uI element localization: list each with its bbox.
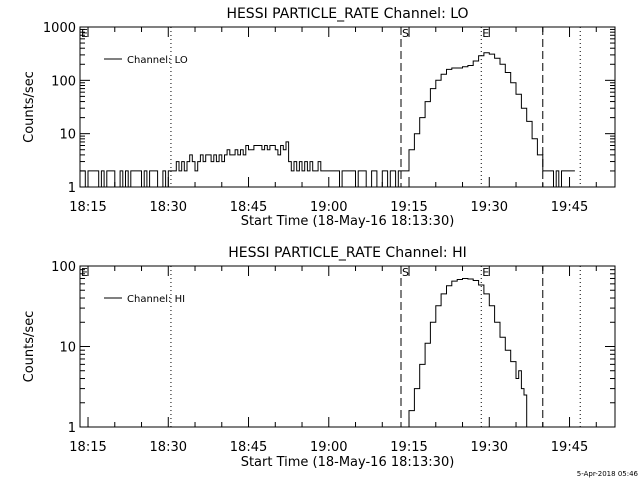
y-tick-label: 100 — [51, 74, 76, 89]
y-axis-label: Counts/sec — [22, 311, 37, 383]
x-tick-label: 19:15 — [390, 200, 427, 215]
x-tick-label: 18:30 — [150, 440, 187, 455]
x-tick-label: 19:45 — [551, 200, 588, 215]
legend-label: Channel: LO — [127, 55, 188, 66]
event-marker-label: E — [482, 266, 489, 279]
event-marker-label: S — [402, 266, 409, 279]
series-line — [403, 278, 528, 428]
y-tick-label: 1 — [68, 181, 76, 196]
legend-label: Channel: HI — [127, 294, 185, 305]
event-marker-label: E — [81, 27, 88, 40]
lo-channel-panel: HESSI PARTICLE_RATE Channel: LO 1 10 100 100… — [22, 6, 616, 229]
x-tick-label: 18:30 — [150, 200, 187, 215]
chart-title: HESSI PARTICLE_RATE Channel: HI — [228, 245, 466, 261]
x-axis-label: Start Time (18-May-16 18:13:30) — [241, 455, 455, 470]
plot-frame — [79, 265, 616, 428]
x-tick-label: 18:45 — [230, 200, 267, 215]
y-tick-label: 1000 — [43, 21, 76, 36]
x-tick-label: 19:00 — [310, 440, 347, 455]
x-tick-label: 19:30 — [471, 200, 508, 215]
y-tick-label: 10 — [59, 341, 76, 356]
plot-frame — [79, 26, 616, 188]
x-tick-label: 19:00 — [310, 200, 347, 215]
x-tick-label: 18:15 — [69, 200, 106, 215]
event-marker-label: E — [482, 27, 489, 40]
x-tick-label: 19:45 — [551, 440, 588, 455]
event-marker-label: S — [402, 27, 409, 40]
y-tick-label: 10 — [59, 128, 76, 143]
event-marker-label: E — [81, 266, 88, 279]
y-tick-label: 1 — [68, 421, 76, 436]
hi-channel-panel: HESSI PARTICLE_RATE Channel: HI 1 10 100 Cou… — [22, 245, 616, 470]
y-tick-label: 100 — [51, 260, 76, 275]
x-axis-label: Start Time (18-May-16 18:13:30) — [241, 214, 455, 229]
x-tick-label: 18:15 — [69, 440, 106, 455]
x-tick-label: 18:45 — [230, 440, 267, 455]
chart-title: HESSI PARTICLE_RATE Channel: LO — [226, 6, 468, 22]
footer-date: 5-Apr-2018 05:46 — [577, 470, 639, 478]
series-line — [80, 52, 575, 188]
y-axis-label: Counts/sec — [22, 71, 37, 143]
x-tick-label: 19:15 — [390, 440, 427, 455]
x-tick-label: 19:30 — [471, 440, 508, 455]
